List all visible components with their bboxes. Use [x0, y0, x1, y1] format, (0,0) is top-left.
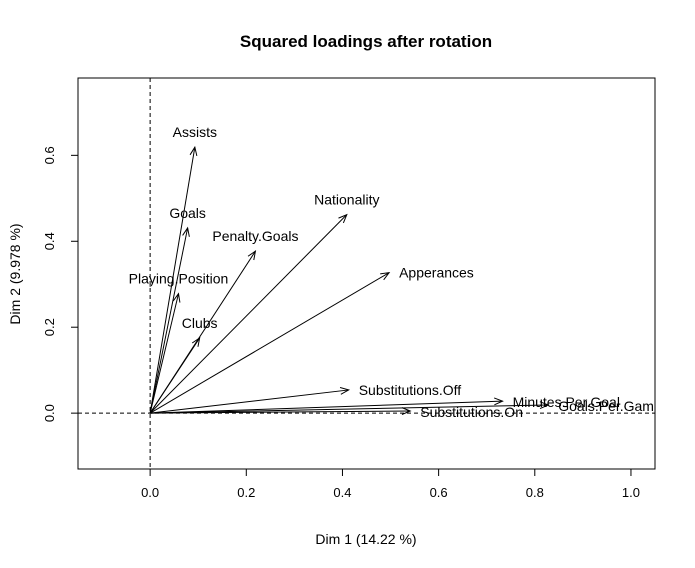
variable-label: Goals [169, 205, 206, 221]
x-tick-label: 0.8 [526, 485, 544, 500]
loading-arrow [150, 389, 349, 414]
variable-label: Playing.Position [129, 271, 229, 287]
x-tick-label: 0.0 [141, 485, 159, 500]
arrow-head [539, 401, 550, 410]
x-tick-label: 0.2 [237, 485, 255, 500]
loading-arrow [149, 227, 189, 414]
arrow-head [189, 145, 198, 157]
loading-arrow [149, 214, 348, 414]
loading-arrow [150, 404, 549, 414]
loading-arrow [150, 410, 411, 414]
variable-label: Penalty.Goals [212, 228, 298, 244]
y-tick-label: 0.0 [42, 404, 57, 422]
x-axis: 0.0 0.2 0.4 0.6 0.8 1.0 [141, 469, 640, 500]
variable-label: Substitutions.On [420, 404, 523, 420]
y-tick-label: 0.4 [42, 232, 57, 250]
y-axis-label: Dim 2 (9.978 %) [7, 223, 23, 324]
loading-arrow [149, 147, 196, 414]
chart-title: Squared loadings after rotation [240, 32, 492, 51]
loading-arrows [149, 145, 550, 415]
variable-label: Substitutions.Off [359, 382, 462, 398]
plot-frame [77, 77, 656, 470]
arrow-head [191, 336, 201, 347]
variable-label: Clubs [182, 315, 218, 331]
arrow-head [182, 226, 190, 237]
variable-label: Assists [173, 124, 217, 140]
x-tick-label: 0.4 [333, 485, 351, 500]
variable-label: Nationality [314, 192, 379, 208]
variable-label: Apperances [399, 265, 474, 281]
loading-arrow [149, 337, 201, 414]
arrow-head [339, 387, 351, 395]
arrow-head [380, 271, 391, 281]
x-tick-label: 0.6 [430, 485, 448, 500]
y-tick-label: 0.6 [42, 146, 57, 164]
y-axis: 0.0 0.2 0.4 0.6 [42, 146, 78, 422]
x-axis-label: Dim 1 (14.22 %) [315, 531, 416, 547]
variable-labels: Assists Goals Penalty.Goals Nationality Play… [129, 124, 662, 420]
variable-label: Minutes.Per.Goal [513, 394, 620, 410]
arrow-head [493, 397, 504, 406]
arrow-head [401, 407, 412, 415]
variable-label: Goals.Per.Game [558, 398, 662, 414]
arrow-head [338, 213, 348, 224]
y-tick-label: 0.2 [42, 318, 57, 336]
arrow-head [172, 292, 181, 303]
loading-arrow [149, 293, 179, 414]
arrow-head [247, 250, 257, 261]
loading-arrow [149, 272, 390, 414]
reference-lines [78, 78, 655, 469]
x-tick-label: 1.0 [622, 485, 640, 500]
loading-arrow [150, 400, 503, 414]
